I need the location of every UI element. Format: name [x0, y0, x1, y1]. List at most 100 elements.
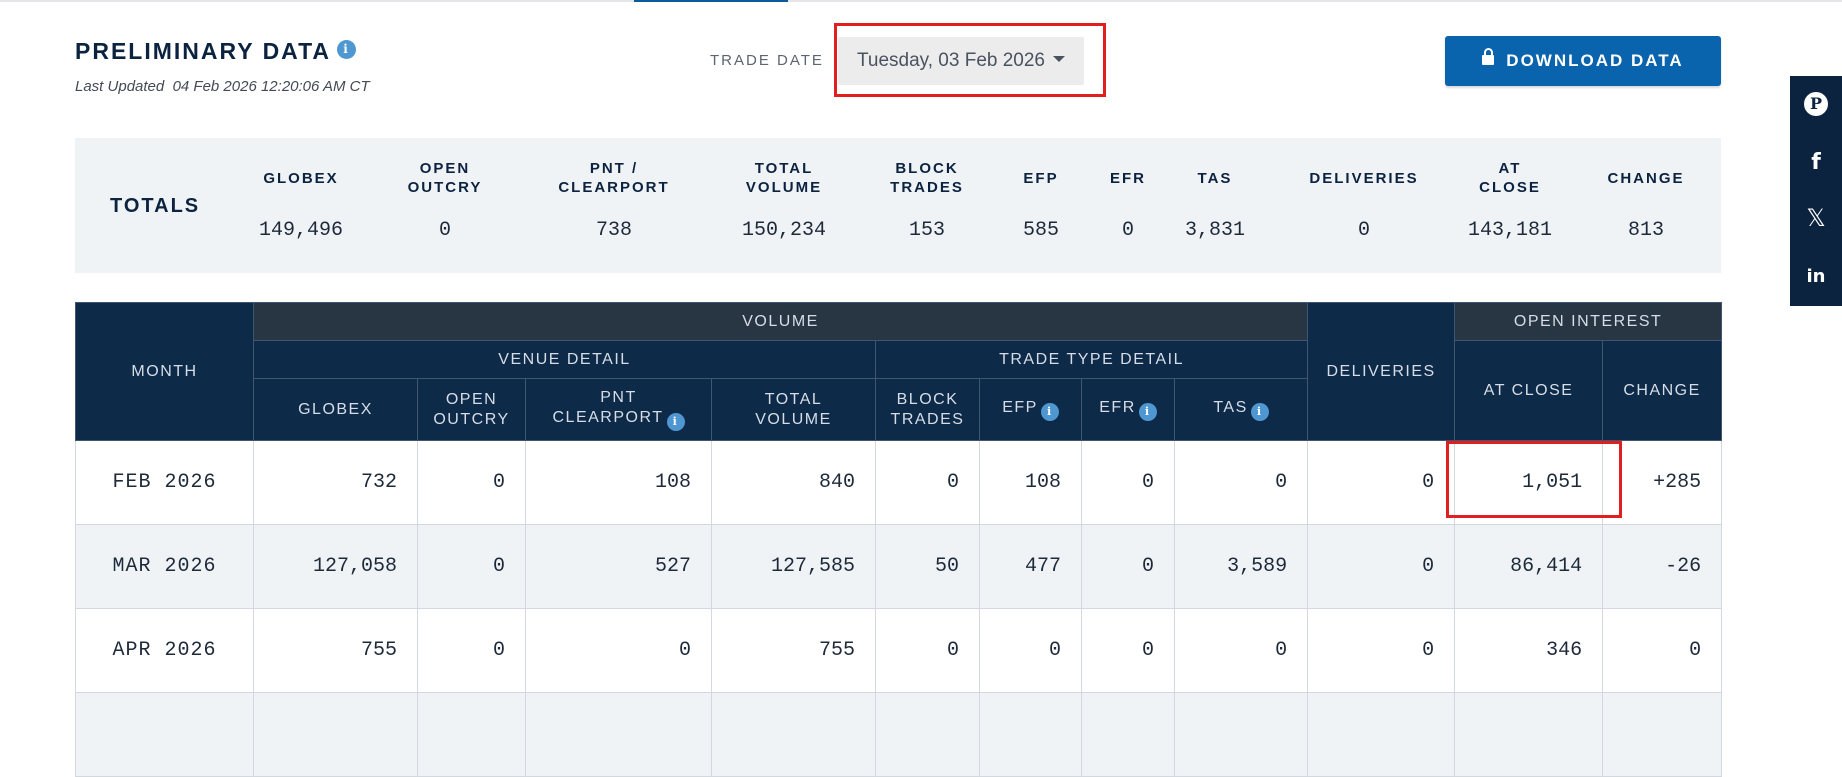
col-header-line: TAS — [1213, 399, 1248, 416]
pinterest-icon: P — [1804, 92, 1828, 116]
col-header-tas: TAS i — [1173, 378, 1309, 441]
info-icon[interactable]: i — [1138, 403, 1157, 421]
totals-col-header: TOTAL — [754, 160, 814, 177]
totals-col-header: CHANGE — [1607, 169, 1685, 187]
col-header-efp: EFP i — [979, 378, 1082, 441]
cell-open-outcry: 0 — [417, 440, 526, 525]
totals-col-header: EFP — [1023, 169, 1059, 187]
cell-open-outcry: 0 — [417, 524, 526, 609]
col-header-line: OUTCRY — [433, 410, 510, 428]
cell-efr: 0 — [1081, 608, 1175, 693]
info-icon[interactable]: i — [1250, 403, 1269, 421]
last-updated-text: Last Updated 04 Feb 2026 12:20:06 AM CT — [75, 78, 370, 95]
cell-block-trades: 0 — [875, 440, 980, 525]
cell-empty — [75, 692, 254, 777]
share-rail: P f 𝕏 in — [1790, 76, 1842, 306]
cell-empty — [875, 692, 980, 777]
download-data-label: DOWNLOAD DATA — [1506, 51, 1684, 70]
col-header-line: PNT — [600, 389, 637, 406]
cell-empty — [979, 692, 1082, 777]
cell-globex: 732 — [253, 440, 418, 525]
highlight-box-trade-date — [834, 23, 1106, 97]
trade-date-dropdown[interactable]: Tuesday, 03 Feb 2026 — [838, 37, 1084, 85]
trade-date-label: TRADE DATE — [710, 52, 824, 69]
table-row: MAR 2026 127,058 0 527 127,585 50 477 0 … — [75, 524, 1723, 609]
totals-col-header: GLOBEX — [263, 169, 339, 187]
totals-col-header: EFR — [1110, 169, 1146, 187]
totals-value: 153 — [908, 219, 945, 242]
col-header-block-trades: BLOCK TRADES — [875, 378, 980, 441]
caret-down-icon — [1053, 56, 1065, 62]
col-header-open-outcry: OPEN OUTCRY — [417, 378, 526, 441]
cell-efp: 0 — [979, 608, 1082, 693]
download-data-button[interactable]: DOWNLOAD DATA — [1445, 36, 1721, 86]
facebook-icon: f — [1811, 149, 1821, 175]
cell-change: +285 — [1602, 440, 1723, 525]
cell-change: -26 — [1602, 524, 1723, 609]
col-header-line: EFR — [1099, 399, 1136, 416]
x-share-button[interactable]: 𝕏 — [1790, 198, 1842, 238]
cell-empty — [253, 692, 418, 777]
col-header-month: MONTH — [75, 302, 254, 441]
totals-value: 150,234 — [741, 219, 826, 242]
pinterest-share-button[interactable]: P — [1790, 84, 1842, 124]
totals-value: 0 — [1357, 219, 1370, 242]
col-header-efr: EFR i — [1081, 378, 1175, 441]
cell-empty — [1602, 692, 1723, 777]
totals-col-header: TRADES — [890, 179, 964, 196]
cell-efp: 108 — [979, 440, 1082, 525]
cell-efp: 477 — [979, 524, 1082, 609]
group-header-volume: VOLUME — [252, 302, 1309, 341]
col-header-line: BLOCK — [896, 390, 959, 408]
cell-total-volume: 755 — [711, 608, 876, 693]
cell-efr: 0 — [1081, 440, 1175, 525]
cell-open-outcry: 0 — [417, 608, 526, 693]
page-title: PRELIMINARY DATA i — [75, 38, 357, 65]
cell-tas: 0 — [1173, 608, 1309, 693]
table-row: FEB 2026 732 0 108 840 0 108 0 0 0 1,051… — [75, 440, 1723, 525]
totals-value: 0 — [438, 219, 451, 242]
cell-empty — [1307, 692, 1456, 777]
cell-tas: 0 — [1173, 440, 1309, 525]
linkedin-share-button[interactable]: in — [1790, 256, 1842, 296]
col-header-globex: GLOBEX — [253, 378, 418, 441]
cell-empty — [1454, 692, 1604, 777]
page-title-text: PRELIMINARY DATA — [75, 38, 332, 64]
group-header-trade-type-detail: TRADE TYPE DETAIL — [874, 340, 1309, 379]
cell-block-trades: 0 — [875, 608, 980, 693]
table-row: APR 2026 755 0 0 755 0 0 0 0 0 346 0 — [75, 608, 1723, 693]
cell-efr: 0 — [1081, 524, 1175, 609]
col-header-deliveries: DELIVERIES — [1307, 302, 1456, 441]
cell-deliveries: 0 — [1307, 608, 1456, 693]
info-icon[interactable]: i — [337, 40, 357, 60]
trade-date-value: Tuesday, 03 Feb 2026 — [856, 50, 1045, 71]
totals-col-header: TAS — [1197, 169, 1233, 187]
col-header-change: CHANGE — [1602, 340, 1723, 441]
col-header-line: EFP — [1002, 399, 1038, 416]
totals-value: 813 — [1627, 219, 1664, 242]
totals-value: 0 — [1121, 219, 1134, 242]
highlight-box-open-interest — [1446, 441, 1622, 518]
group-header-open-interest: OPEN INTEREST — [1454, 302, 1723, 341]
info-icon[interactable]: i — [666, 413, 685, 431]
linkedin-icon: in — [1806, 265, 1826, 287]
table-row — [75, 692, 1723, 777]
cell-total-volume: 840 — [711, 440, 876, 525]
facebook-share-button[interactable]: f — [1790, 142, 1842, 182]
totals-col-header: CLEARPORT — [558, 179, 670, 196]
cell-pnt-clearport: 108 — [525, 440, 712, 525]
cell-empty — [711, 692, 876, 777]
cell-change: 0 — [1602, 608, 1723, 693]
totals-col-header: AT — [1498, 160, 1522, 177]
cell-tas: 3,589 — [1173, 524, 1309, 609]
col-header-at-close: AT CLOSE — [1454, 340, 1604, 441]
info-icon[interactable]: i — [1040, 403, 1059, 421]
col-header-line: TOTAL — [764, 390, 823, 408]
cell-at-close: 346 — [1454, 608, 1604, 693]
cell-deliveries: 0 — [1307, 440, 1456, 525]
cell-empty — [1173, 692, 1309, 777]
cell-globex: 127,058 — [253, 524, 418, 609]
col-header-line: VOLUME — [755, 410, 832, 428]
lock-icon — [1482, 48, 1495, 65]
cell-block-trades: 50 — [875, 524, 980, 609]
